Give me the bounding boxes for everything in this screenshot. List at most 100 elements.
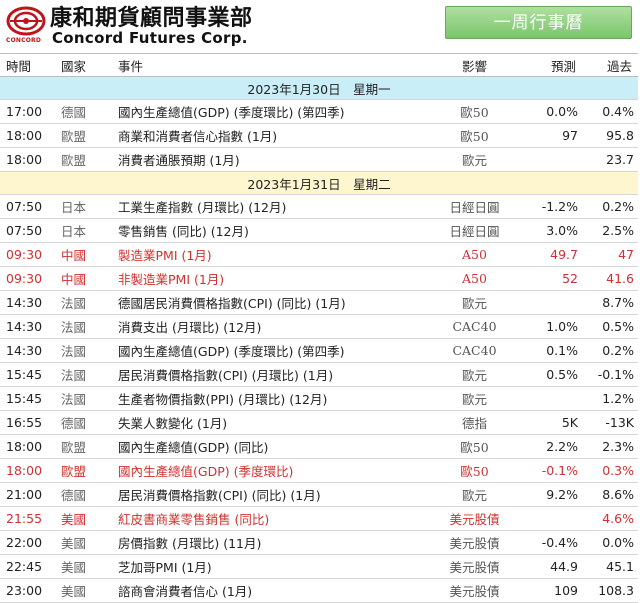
event-forecast: 0.1% [522, 338, 582, 363]
event-name: 諮商會消費者信心 (1月) [112, 578, 427, 603]
event-name: 零售銷售 (同比) (12月) [112, 218, 427, 243]
event-time: 07:50 [0, 194, 55, 219]
event-time: 18:00 [0, 147, 55, 172]
event-forecast: 0.0% [522, 99, 582, 124]
event-name: 工業生產指數 (月環比) (12月) [112, 194, 427, 219]
event-row[interactable]: 14:30 法國 國內生產總值(GDP) (季度環比) (第四季) CAC40 0.1%… [0, 338, 638, 363]
event-impact: 美元股債 [427, 578, 522, 603]
event-impact: 歐元 [427, 147, 522, 172]
event-time: 21:00 [0, 482, 55, 507]
event-time: 09:30 [0, 266, 55, 291]
event-time: 09:30 [0, 242, 55, 267]
event-row[interactable]: 16:55 德國 失業人數變化 (1月) 德指 5K -13K [0, 410, 638, 435]
event-previous: 2.3% [582, 434, 638, 459]
event-name: 國內生產總值(GDP) (季度環比) (第四季) [112, 99, 427, 124]
company-logo[interactable]: CONCORD 康和期貨顧問事業部 Concord Futures Corp. [6, 6, 266, 47]
event-previous: -13K [582, 410, 638, 435]
event-row[interactable]: 22:00 美國 房價指數 (月環比) (11月) 美元股債 -0.4% 0.0% [0, 530, 638, 555]
event-row[interactable]: 18:00 歐盟 國內生產總值(GDP) (季度環比) 歐50 -0.1% 0.3% [0, 458, 638, 483]
event-name: 失業人數變化 (1月) [112, 410, 427, 435]
concord-logo-icon [6, 6, 46, 36]
event-impact: 美元股債 [427, 530, 522, 555]
event-row[interactable]: 15:45 法國 生產者物價指數(PPI) (月環比) (12月) 歐元 1.2% [0, 386, 638, 411]
event-row[interactable]: 07:50 日本 零售銷售 (同比) (12月) 日經日圓 3.0% 2.5% [0, 218, 638, 243]
date-label: 2023年1月30日 星期一 [0, 76, 638, 100]
event-row[interactable]: 14:30 法國 德國居民消費價格指數(CPI) (同比) (1月) 歐元 8.7% [0, 290, 638, 315]
event-forecast: 52 [522, 266, 582, 291]
event-country: 法國 [55, 362, 112, 387]
event-name: 製造業PMI (1月) [112, 242, 427, 267]
col-header-previous: 過去 [582, 53, 638, 77]
event-row[interactable]: 21:55 美國 紅皮書商業零售銷售 (同比) 美元股債 4.6% [0, 506, 638, 531]
event-row[interactable]: 09:30 中國 非製造業PMI (1月) A50 52 41.6 [0, 266, 638, 291]
event-country: 歐盟 [55, 123, 112, 148]
event-previous: 4.6% [582, 506, 638, 531]
event-impact: 美元股債 [427, 506, 522, 531]
col-header-forecast: 預測 [522, 53, 582, 77]
event-time: 14:30 [0, 314, 55, 339]
event-forecast: 49.7 [522, 242, 582, 267]
event-previous: 95.8 [582, 123, 638, 148]
event-row[interactable]: 15:45 法國 居民消費價格指數(CPI) (月環比) (1月) 歐元 0.5% -0.… [0, 362, 638, 387]
event-time: 14:30 [0, 338, 55, 363]
event-row[interactable]: 23:00 美國 諮商會消費者信心 (1月) 美元股債 109 108.3 [0, 578, 638, 603]
col-header-impact: 影響 [427, 53, 522, 77]
event-country: 美國 [55, 578, 112, 603]
company-name-en: Concord Futures Corp. [52, 29, 248, 47]
event-row[interactable]: 14:30 法國 消費支出 (月環比) (12月) CAC40 1.0% 0.5% [0, 314, 638, 339]
event-impact: 歐元 [427, 362, 522, 387]
event-country: 歐盟 [55, 458, 112, 483]
event-forecast: 97 [522, 123, 582, 148]
event-row[interactable]: 18:00 歐盟 消費者通脹預期 (1月) 歐元 23.7 [0, 147, 638, 172]
event-previous: 41.6 [582, 266, 638, 291]
weekly-calendar-button[interactable]: 一周行事曆 [445, 6, 632, 39]
event-time: 18:00 [0, 123, 55, 148]
event-row[interactable]: 09:30 中國 製造業PMI (1月) A50 49.7 47 [0, 242, 638, 267]
event-name: 消費者通脹預期 (1月) [112, 147, 427, 172]
event-forecast: 44.9 [522, 554, 582, 579]
event-previous: 0.4% [582, 99, 638, 124]
event-impact: 歐50 [427, 99, 522, 124]
event-previous: 0.5% [582, 314, 638, 339]
event-row[interactable]: 22:45 美國 芝加哥PMI (1月) 美元股債 44.9 45.1 [0, 554, 638, 579]
event-forecast: 3.0% [522, 218, 582, 243]
event-forecast: -0.4% [522, 530, 582, 555]
col-header-event: 事件 [112, 53, 427, 77]
event-impact: 日經日圓 [427, 194, 522, 219]
event-country: 德國 [55, 99, 112, 124]
event-impact: 美元股債 [427, 554, 522, 579]
event-row[interactable]: 21:00 德國 居民消費價格指數(CPI) (同比) (1月) 歐元 9.2% 8.6% [0, 482, 638, 507]
event-previous: 0.3% [582, 458, 638, 483]
event-country: 日本 [55, 218, 112, 243]
event-previous: 108.3 [582, 578, 638, 603]
event-previous: 23.7 [582, 147, 638, 172]
event-time: 18:00 [0, 458, 55, 483]
event-previous: 45.1 [582, 554, 638, 579]
event-forecast: -1.2% [522, 194, 582, 219]
event-row[interactable]: 18:00 歐盟 國內生產總值(GDP) (同比) 歐50 2.2% 2.3% [0, 434, 638, 459]
date-separator-row: 2023年1月30日 星期一 [0, 76, 638, 100]
event-impact: 歐元 [427, 482, 522, 507]
event-previous: 1.2% [582, 386, 638, 411]
event-impact: CAC40 [427, 314, 522, 339]
event-time: 16:55 [0, 410, 55, 435]
event-row[interactable]: 18:00 歐盟 商業和消費者信心指數 (1月) 歐50 97 95.8 [0, 123, 638, 148]
event-country: 歐盟 [55, 147, 112, 172]
event-forecast [522, 386, 582, 411]
event-time: 17:00 [0, 99, 55, 124]
event-forecast [522, 147, 582, 172]
event-impact: 歐50 [427, 123, 522, 148]
event-time: 15:45 [0, 362, 55, 387]
event-row[interactable]: 07:50 日本 工業生產指數 (月環比) (12月) 日經日圓 -1.2% 0.2% [0, 194, 638, 219]
event-previous: 0.0% [582, 530, 638, 555]
event-country: 法國 [55, 338, 112, 363]
event-name: 商業和消費者信心指數 (1月) [112, 123, 427, 148]
event-country: 日本 [55, 194, 112, 219]
event-forecast: 0.5% [522, 362, 582, 387]
event-forecast [522, 290, 582, 315]
event-impact: 歐50 [427, 458, 522, 483]
event-name: 芝加哥PMI (1月) [112, 554, 427, 579]
event-impact: 歐元 [427, 290, 522, 315]
event-row[interactable]: 17:00 德國 國內生產總值(GDP) (季度環比) (第四季) 歐50 0.0% 0.… [0, 99, 638, 124]
event-time: 22:45 [0, 554, 55, 579]
